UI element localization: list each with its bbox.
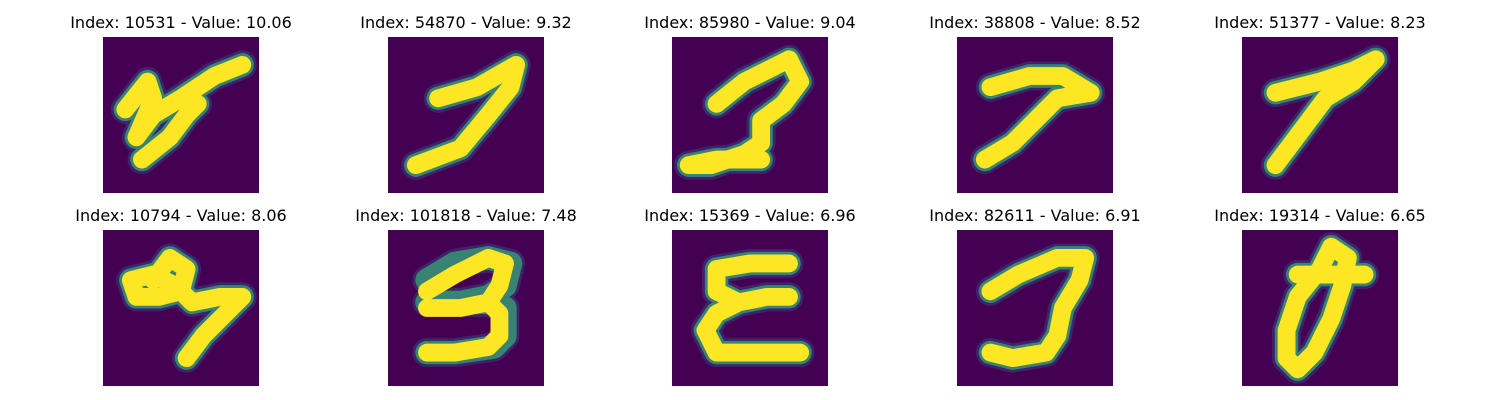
digit-image — [957, 230, 1113, 386]
digit-panel-10: Index: 19314 - Value: 6.65 — [1214, 206, 1426, 386]
panel-title: Index: 101818 - Value: 7.48 — [355, 206, 577, 225]
digit-image — [1242, 37, 1398, 193]
panel-title: Index: 19314 - Value: 6.65 — [1214, 206, 1426, 225]
digit-panel-4: Index: 38808 - Value: 8.52 — [929, 13, 1141, 193]
panel-title: Index: 15369 - Value: 6.96 — [644, 206, 856, 225]
panel-title: Index: 85980 - Value: 9.04 — [644, 13, 856, 32]
panel-title: Index: 54870 - Value: 9.32 — [360, 13, 572, 32]
digit-panel-5: Index: 51377 - Value: 8.23 — [1214, 13, 1426, 193]
panel-title: Index: 82611 - Value: 6.91 — [929, 206, 1141, 225]
digit-panel-1: Index: 10531 - Value: 10.06 — [70, 13, 292, 193]
digit-image — [388, 230, 544, 386]
digit-panel-3: Index: 85980 - Value: 9.04 — [644, 13, 856, 193]
panel-title: Index: 10531 - Value: 10.06 — [70, 13, 292, 32]
digit-image — [388, 37, 544, 193]
panel-title: Index: 38808 - Value: 8.52 — [929, 13, 1141, 32]
digit-panel-9: Index: 82611 - Value: 6.91 — [929, 206, 1141, 386]
digit-image — [672, 230, 828, 386]
digit-panel-6: Index: 10794 - Value: 8.06 — [75, 206, 287, 386]
digit-image — [103, 230, 259, 386]
panel-title: Index: 51377 - Value: 8.23 — [1214, 13, 1426, 32]
digit-panel-2: Index: 54870 - Value: 9.32 — [360, 13, 572, 193]
digit-panel-7: Index: 101818 - Value: 7.48 — [355, 206, 577, 386]
panel-title: Index: 10794 - Value: 8.06 — [75, 206, 287, 225]
digit-image — [1242, 230, 1398, 386]
digit-image — [957, 37, 1113, 193]
digit-panel-8: Index: 15369 - Value: 6.96 — [644, 206, 856, 386]
digit-image — [103, 37, 259, 193]
digit-image — [672, 37, 828, 193]
